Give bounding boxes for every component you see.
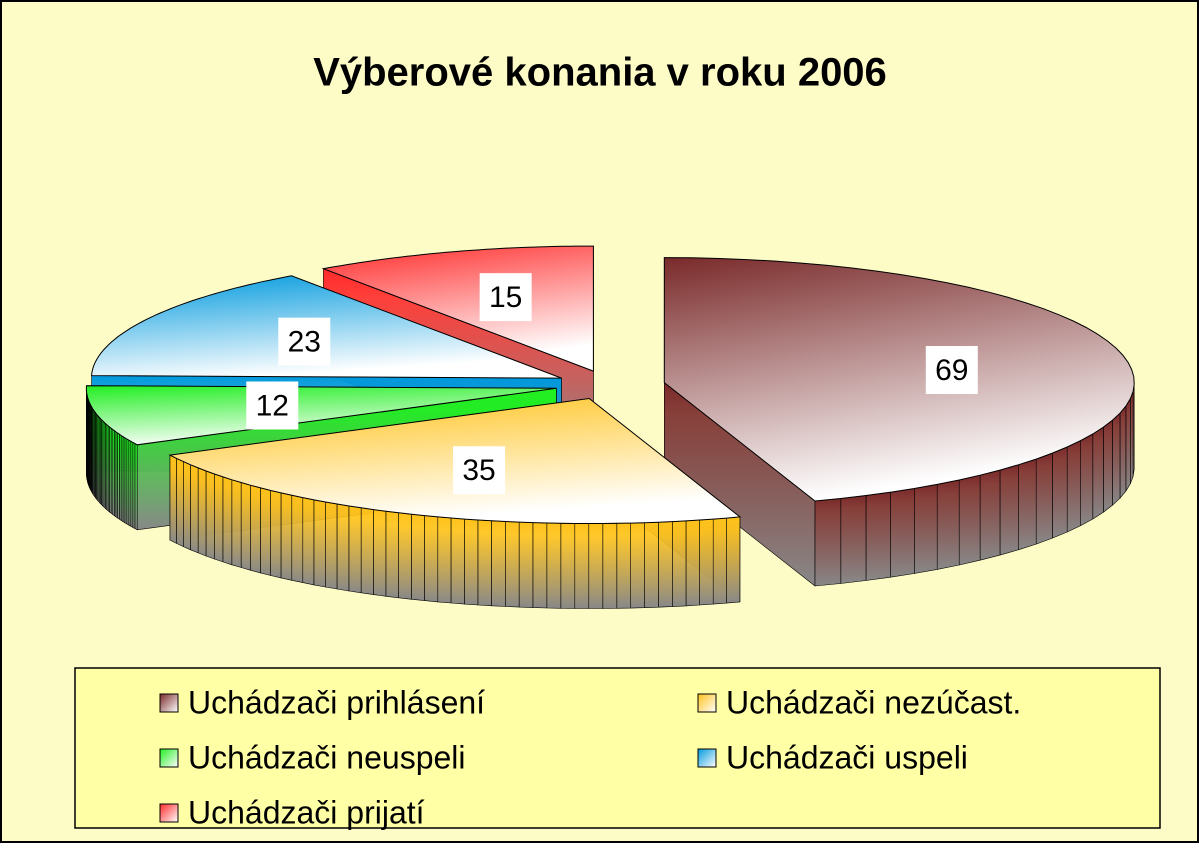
- slice-side: [1112, 413, 1120, 505]
- slice-side: [959, 475, 980, 565]
- slice-side: [361, 508, 373, 595]
- slice-side: [575, 524, 589, 609]
- legend-label: Uchádzači prihlásení: [188, 684, 485, 720]
- slice-side: [374, 510, 387, 597]
- data-label: 35: [462, 454, 495, 487]
- slice-side: [1019, 459, 1036, 550]
- legend-swatch: [698, 694, 716, 712]
- legend-swatch: [160, 694, 178, 712]
- slice-side: [281, 493, 292, 580]
- slice-side: [603, 523, 617, 608]
- slice-side: [686, 520, 700, 606]
- data-label: 12: [256, 389, 289, 422]
- slice-side: [533, 523, 547, 608]
- slice-side: [271, 491, 281, 578]
- slice-side: [232, 480, 241, 568]
- slice-side: [700, 519, 714, 605]
- slice-side: [349, 506, 361, 593]
- slice-side: [672, 521, 686, 607]
- slice-side: [133, 443, 135, 529]
- slice-side: [325, 502, 337, 589]
- slice-side: [815, 499, 841, 587]
- slice-side: [425, 516, 438, 602]
- slice-side: [645, 522, 659, 608]
- slice-side: [492, 521, 506, 607]
- data-label: 15: [489, 281, 522, 314]
- chart-title: Výberové konania v roku 2006: [313, 51, 887, 95]
- slice-side: [223, 477, 232, 565]
- slice-side: [727, 517, 740, 603]
- slice-side: [980, 470, 1000, 560]
- slice-side: [465, 519, 479, 605]
- data-label: 23: [288, 326, 321, 359]
- slice-side: [177, 458, 184, 546]
- slice-side: [713, 518, 726, 604]
- slice-side: [170, 455, 177, 543]
- legend-swatch: [160, 749, 178, 767]
- slice-side: [1130, 392, 1133, 484]
- slice-side: [183, 462, 190, 550]
- slice-side: [631, 523, 645, 608]
- slice-side: [241, 483, 251, 571]
- legend-label: Uchádzači nezúčast.: [726, 684, 1021, 720]
- slice-side: [451, 518, 464, 604]
- slice-side: [547, 523, 561, 608]
- slice-side: [214, 474, 223, 562]
- legend-label: Uchádzači uspeli: [726, 739, 968, 775]
- slice-side: [198, 468, 206, 556]
- slice-side: [866, 492, 891, 580]
- slice-side: [914, 484, 937, 573]
- slice-side: [659, 522, 673, 608]
- slice-side: [399, 513, 412, 600]
- slice-side: [337, 504, 349, 591]
- slice-side: [519, 522, 533, 608]
- data-label: 69: [935, 354, 968, 387]
- slice-side: [292, 495, 303, 582]
- slice-side: [261, 488, 271, 576]
- slice-side: [206, 471, 214, 559]
- slice-side: [135, 444, 137, 530]
- slice-side: [478, 520, 492, 606]
- slice-side: [412, 514, 425, 600]
- slice-side: [561, 523, 575, 608]
- slice-side: [1000, 465, 1019, 555]
- slice-side: [617, 523, 631, 608]
- legend-swatch: [160, 804, 178, 822]
- slice-side: [386, 511, 399, 598]
- slice-side: [841, 496, 866, 584]
- slice-side: [314, 500, 325, 587]
- slice-side: [589, 524, 603, 609]
- slice-side: [1126, 399, 1130, 491]
- slice-side: [1081, 434, 1093, 526]
- slice-side: [1103, 420, 1112, 512]
- slice-side: [937, 480, 959, 569]
- slice-side: [1067, 441, 1081, 532]
- legend-label: Uchádzači neuspeli: [188, 739, 466, 775]
- slice-side: [1093, 427, 1104, 519]
- slice-side: [303, 498, 314, 585]
- legend-label: Uchádzači prijatí: [188, 794, 425, 830]
- slice-side: [1120, 406, 1126, 498]
- slice-side: [1036, 453, 1052, 544]
- slice-side: [191, 465, 199, 553]
- legend-swatch: [698, 749, 716, 767]
- slice-side: [505, 522, 519, 608]
- slice-side: [891, 489, 915, 578]
- slice-side: [251, 485, 261, 573]
- slice-side: [1052, 447, 1067, 538]
- slice-side: [438, 517, 451, 603]
